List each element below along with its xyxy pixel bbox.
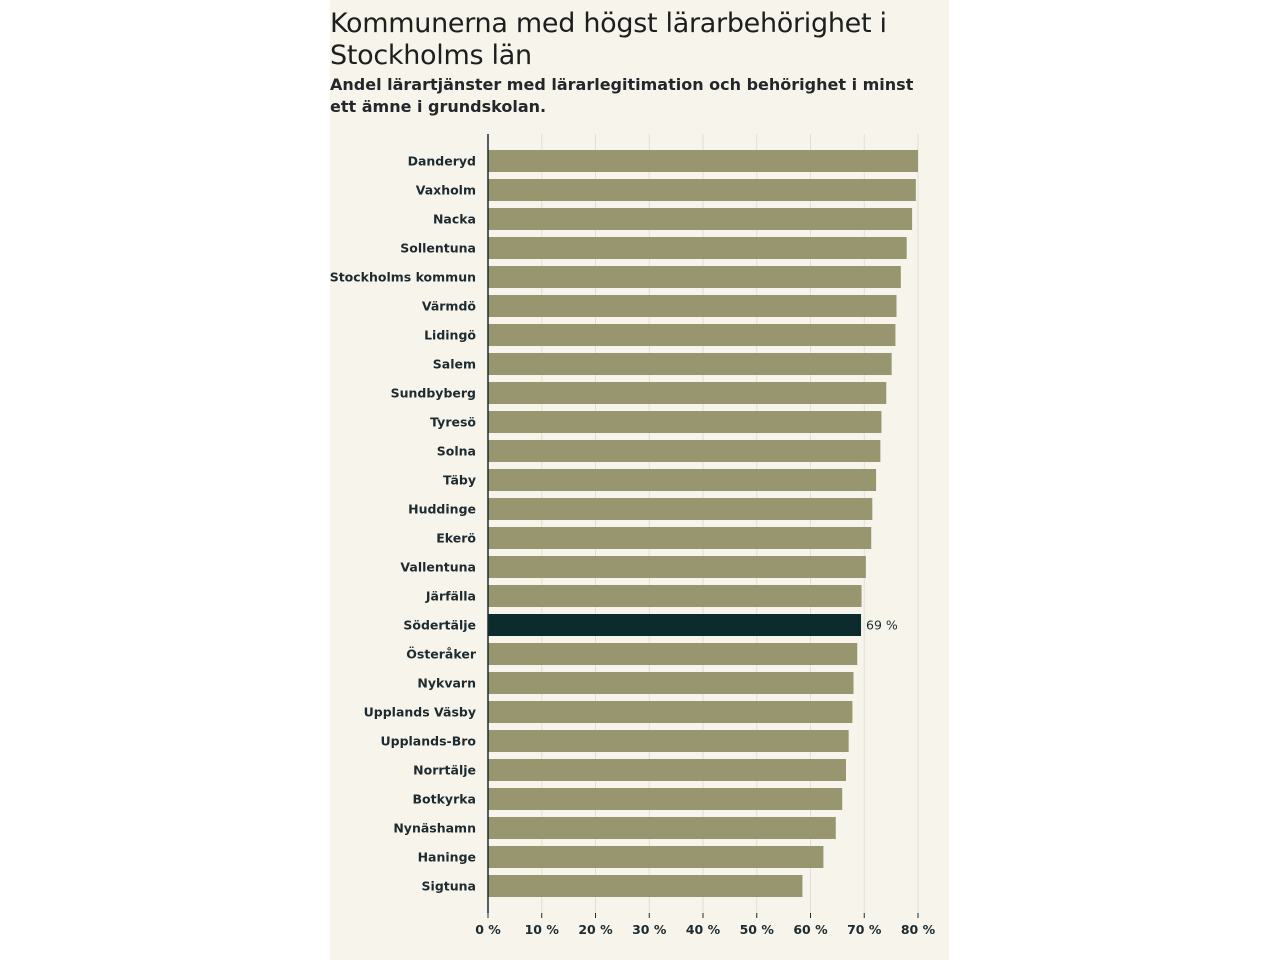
category-label: Nykvarn — [417, 676, 476, 691]
x-tick-label: 20 % — [578, 922, 613, 937]
x-tick-label: 80 % — [901, 922, 936, 937]
x-tick-label: 70 % — [847, 922, 882, 937]
category-label: Tyresö — [430, 415, 476, 430]
bar — [488, 295, 897, 317]
x-tick-label: 60 % — [793, 922, 828, 937]
category-label: Värmdö — [422, 299, 477, 314]
category-label: Sigtuna — [422, 879, 476, 894]
category-label: Haninge — [418, 850, 476, 865]
category-label: Botkyrka — [413, 792, 476, 807]
data-label: 69 % — [866, 618, 898, 633]
chart-card: Kommunerna med högst lärarbehörighet i S… — [330, 0, 949, 960]
bar — [488, 759, 846, 781]
bar — [488, 411, 882, 433]
bar — [488, 150, 918, 172]
x-tick-label: 50 % — [740, 922, 775, 937]
category-label: Salem — [433, 357, 476, 372]
bar — [488, 208, 913, 230]
bar — [488, 498, 873, 520]
bar — [488, 556, 866, 578]
bar-chart: Danderyd Vaxholm Nacka Sollentuna Stockholms… — [330, 134, 936, 937]
category-label: Solna — [437, 444, 476, 459]
bar — [488, 730, 849, 752]
bar — [488, 527, 872, 549]
category-label: Danderyd — [408, 154, 476, 169]
bar — [488, 788, 843, 810]
category-label: Ekerö — [436, 531, 476, 546]
bar — [488, 585, 862, 607]
bar — [488, 266, 901, 288]
bar — [488, 469, 877, 491]
x-tick-label: 10 % — [525, 922, 560, 937]
category-label: Nynäshamn — [393, 821, 476, 836]
category-label: Täby — [443, 473, 476, 488]
category-label: Södertälje — [403, 618, 476, 633]
category-label: Nacka — [433, 212, 476, 227]
bar-highlight — [488, 614, 862, 636]
chart-subtitle: Andel lärartjänster med lärarlegitimatio… — [330, 75, 914, 116]
chart-title: Kommunerna med högst lärarbehörighet i S… — [330, 8, 887, 71]
bar — [488, 875, 803, 897]
bar — [488, 701, 853, 723]
bar — [488, 179, 916, 201]
category-label: Norrtälje — [413, 763, 476, 778]
bar — [488, 817, 836, 839]
category-label: Lidingö — [424, 328, 476, 343]
category-label: Stockholms kommun — [330, 270, 476, 285]
x-tick-label: 0 % — [475, 922, 501, 937]
category-label: Vallentuna — [400, 560, 476, 575]
bar — [488, 440, 881, 462]
x-tick-label: 30 % — [632, 922, 667, 937]
category-label: Sollentuna — [400, 241, 476, 256]
bar — [488, 237, 907, 259]
bar — [488, 672, 854, 694]
bar — [488, 846, 824, 868]
bar — [488, 643, 858, 665]
category-label: Upplands-Bro — [380, 734, 476, 749]
bar — [488, 353, 892, 375]
category-label: Österåker — [406, 647, 477, 662]
x-tick-label: 40 % — [686, 922, 721, 937]
category-label: Vaxholm — [416, 183, 476, 198]
category-label: Upplands Väsby — [364, 705, 476, 720]
category-label: Sundbyberg — [391, 386, 476, 401]
bar — [488, 324, 896, 346]
category-label: Järfälla — [425, 589, 476, 604]
category-label: Huddinge — [408, 502, 476, 517]
bar — [488, 382, 887, 404]
